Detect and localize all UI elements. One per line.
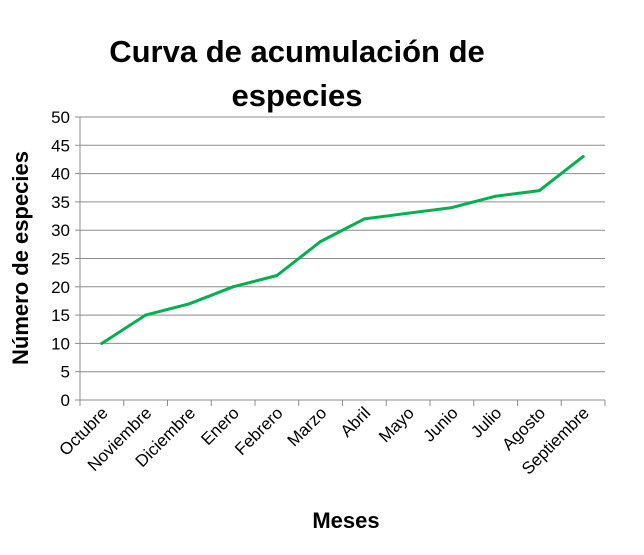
y-tick-label: 30 — [51, 221, 70, 240]
x-axis-title: Meses — [312, 508, 379, 533]
x-tick-label: Febrero — [231, 403, 287, 459]
x-tick-label: Abril — [337, 403, 374, 440]
data-point — [187, 302, 191, 306]
data-point — [581, 155, 585, 159]
chart-title-line-1: Curva de acumulación de — [109, 34, 485, 69]
x-tick-labels: OctubreNoviembreDiciembreEneroFebreroMar… — [55, 403, 592, 478]
data-point — [319, 240, 323, 244]
y-tick-label: 50 — [51, 108, 70, 127]
x-tick-label: Junio — [420, 403, 462, 445]
y-tick-label: 0 — [61, 391, 70, 410]
y-tick-label: 25 — [51, 250, 70, 269]
data-point — [144, 313, 148, 317]
x-tick-label: Julio — [467, 403, 505, 441]
series — [100, 155, 585, 345]
chart-title-line-2: especies — [232, 78, 363, 113]
y-tick-label: 5 — [61, 363, 70, 382]
x-tick-label: Mayo — [375, 403, 418, 446]
y-tick-labels: 0 5 10 15 20 25 30 35 40 45 50 — [51, 108, 70, 410]
series-line — [100, 155, 585, 345]
data-point — [494, 194, 498, 198]
y-tick-label: 45 — [51, 136, 70, 155]
x-tick-label: Marzo — [284, 403, 331, 450]
y-tick-label: 35 — [51, 193, 70, 212]
gridlines — [80, 116, 605, 373]
data-point — [450, 206, 454, 210]
y-tick-label: 40 — [51, 165, 70, 184]
data-point — [362, 217, 366, 221]
data-point — [275, 273, 279, 277]
y-tick-label: 20 — [51, 278, 70, 297]
data-point — [231, 285, 235, 289]
y-tick-label: 10 — [51, 334, 70, 353]
y-axis-title: Número de especies — [8, 151, 33, 365]
data-point — [100, 341, 104, 345]
y-tick-label: 15 — [51, 306, 70, 325]
data-point — [537, 189, 541, 193]
axes — [75, 116, 606, 406]
data-point — [406, 211, 410, 215]
